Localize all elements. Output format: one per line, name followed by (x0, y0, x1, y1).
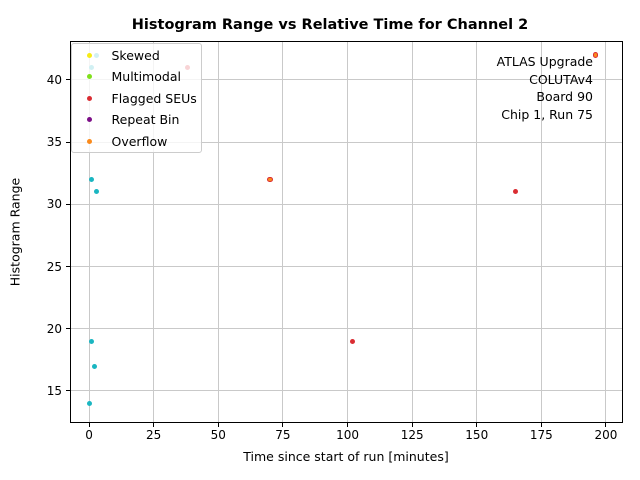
data-point (350, 338, 356, 344)
x-gridline (217, 42, 219, 422)
x-tick-label: 0 (85, 428, 93, 442)
x-gridline (153, 42, 155, 422)
annotation-line: Board 90 (536, 89, 593, 104)
annotation: ATLAS Upgrade COLUTAv4 Board 90 Chip 1, Run… (497, 53, 593, 123)
y-tick-label: 25 (46, 259, 62, 274)
x-gridline (347, 42, 349, 422)
y-tick-mark (66, 390, 70, 392)
x-gridline (88, 42, 90, 422)
x-tick-label: 150 (465, 428, 489, 442)
x-tick-mark (153, 423, 155, 427)
y-tick-label: 15 (46, 383, 62, 398)
x-tick-label: 25 (146, 428, 162, 442)
legend-label: Multimodal (111, 69, 181, 85)
x-tick-mark (282, 423, 284, 427)
x-tick-mark (217, 423, 219, 427)
legend-item: Skewed (72, 45, 201, 67)
x-gridline (605, 42, 607, 422)
annotation-line: ATLAS Upgrade (496, 54, 593, 69)
legend: Skewed Multimodal Flagged SEUs Repeat Bin Ov… (70, 42, 202, 153)
y-gridline (71, 390, 622, 392)
legend-swatch (86, 117, 92, 123)
y-gridline (71, 328, 622, 330)
y-tick-label: 40 (46, 72, 62, 87)
legend-item: Multimodal (72, 66, 201, 88)
x-tick-mark (476, 423, 478, 427)
x-tick-mark (605, 423, 607, 427)
x-tick-mark (88, 423, 90, 427)
legend-label: Skewed (111, 47, 160, 63)
legend-swatch (86, 95, 92, 101)
data-point (89, 338, 95, 344)
data-point (91, 363, 97, 369)
legend-label: Repeat Bin (111, 112, 180, 128)
x-axis-label: Time since start of run [minutes] (243, 449, 449, 464)
chart-title: Histogram Range vs Relative Time for Cha… (131, 17, 529, 33)
y-gridline (71, 79, 622, 81)
y-tick-label: 20 (46, 321, 62, 336)
legend-item: Flagged SEUs (72, 88, 201, 110)
x-tick-label: 75 (275, 428, 291, 442)
x-gridline (476, 42, 478, 422)
legend-swatch (86, 74, 92, 80)
y-tick-mark (66, 141, 70, 143)
y-tick-mark (66, 266, 70, 268)
x-tick-label: 175 (529, 428, 553, 442)
data-point (86, 400, 92, 406)
y-gridline (71, 141, 622, 143)
legend-swatch (86, 138, 92, 144)
data-point (94, 189, 100, 195)
x-tick-mark (347, 423, 349, 427)
x-gridline (282, 42, 284, 422)
x-tick-mark (540, 423, 542, 427)
data-point (89, 176, 95, 182)
x-tick-label: 50 (210, 428, 226, 442)
annotation-line: COLUTAv4 (529, 71, 593, 87)
y-tick-mark (66, 328, 70, 330)
y-gridline (71, 203, 622, 205)
x-gridline (411, 42, 413, 422)
x-gridline (540, 42, 542, 422)
data-point (268, 177, 272, 182)
legend-label: Overflow (111, 133, 168, 149)
data-point (593, 53, 598, 57)
annotation-line: Chip 1, Run 75 (501, 106, 593, 122)
x-tick-mark (411, 423, 413, 427)
x-tick-label: 100 (336, 428, 359, 442)
data-point (512, 189, 519, 195)
x-tick-label: 125 (400, 428, 424, 442)
y-tick-label: 30 (46, 197, 62, 212)
legend-swatch (86, 52, 92, 58)
legend-item: Overflow (72, 131, 201, 153)
y-tick-mark (66, 203, 70, 205)
x-tick-label: 200 (594, 428, 618, 442)
y-gridline (71, 266, 622, 268)
legend-item: Repeat Bin (72, 109, 201, 131)
y-tick-label: 35 (46, 135, 62, 150)
legend-label: Flagged SEUs (111, 90, 197, 106)
y-tick-mark (66, 79, 70, 81)
